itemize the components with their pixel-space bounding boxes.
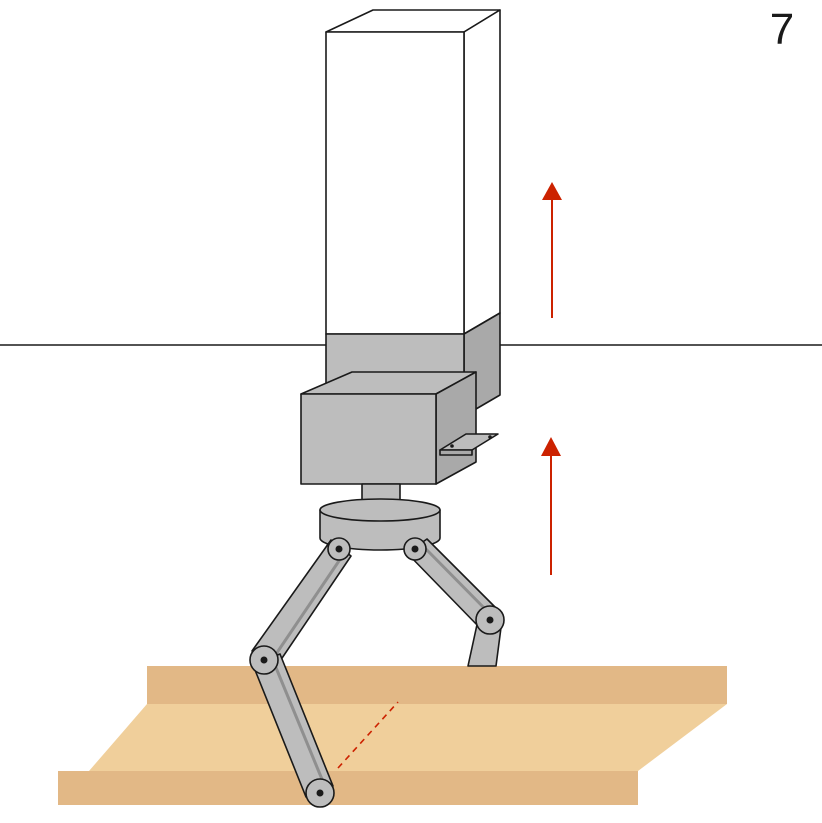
left-finger	[249, 537, 352, 808]
left-upper-link-shadow	[268, 551, 347, 664]
bracket-bolt	[488, 435, 492, 439]
left-lower-link-shadow	[270, 657, 328, 790]
upper-up-arrow-icon	[542, 182, 562, 318]
column-side-face	[463, 9, 501, 335]
wrist-housing	[300, 371, 499, 485]
step-number: 7	[770, 5, 794, 54]
upper-arrow-head	[542, 182, 562, 200]
left-tip-pin	[316, 789, 324, 797]
right-finger	[403, 537, 505, 667]
plank-front-edge	[58, 771, 638, 805]
wooden-plank	[58, 666, 727, 805]
right-shoulder-pin	[411, 545, 419, 553]
right-elbow-pin	[486, 616, 494, 624]
plank-top-surface	[89, 704, 727, 771]
left-shoulder-pin	[335, 545, 343, 553]
lower-arrow-head	[541, 437, 561, 456]
robot-arm-column	[325, 9, 501, 417]
left-elbow-pin	[260, 656, 268, 664]
plank-back-edge	[147, 666, 727, 704]
hub-disc-top	[319, 498, 441, 522]
lower-up-arrow-icon	[541, 437, 561, 575]
column-front-face	[325, 31, 465, 335]
bracket-bolt	[450, 444, 454, 448]
wrist-bracket-lip	[439, 449, 473, 456]
right-upper-link-shadow	[420, 543, 496, 620]
contact-dashed-line	[337, 701, 399, 769]
wrist-front-face	[300, 393, 437, 485]
